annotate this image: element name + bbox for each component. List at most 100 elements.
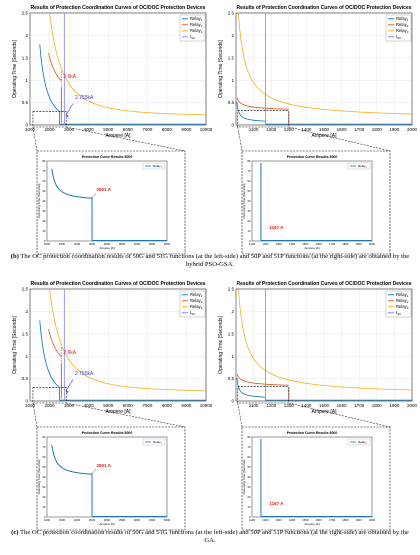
x-tick-label: 2000: [407, 127, 418, 132]
inset-x-tick: 1400: [289, 242, 296, 246]
y-axis-label: Operating Time [Seconds]: [12, 315, 18, 373]
x-tick-label: 6000: [123, 127, 134, 132]
x-axis-label: Ampere [A]: [105, 409, 131, 415]
x-tick-label: 9000: [181, 403, 192, 408]
y-tick-label: 0: [25, 399, 28, 404]
inset-x-tick: 4500: [149, 518, 156, 522]
legend-sub: SC: [397, 312, 402, 316]
x-tick-label: 1700: [354, 403, 365, 408]
x-tick-label: 1300: [284, 127, 295, 132]
inset-y-tick: 30: [247, 209, 251, 213]
inset-y-tick: 10: [42, 229, 46, 233]
relay3-curve: [49, 13, 206, 116]
legend-entry: ISC: [190, 310, 196, 316]
inset-x-tick: 1400: [289, 518, 296, 522]
relay1-curve: [236, 377, 266, 398]
inset-x-tick: 3500: [119, 518, 126, 522]
x-tick-label: 10000: [200, 127, 213, 132]
legend-name: Relay: [396, 28, 408, 33]
inset-x-tick: 1700: [329, 242, 336, 246]
inset-x-tick: 1300: [276, 518, 283, 522]
legend-box: [179, 290, 206, 318]
inset-legend-box: [142, 162, 166, 170]
inset-y-tick: 80: [42, 159, 46, 163]
x-axis-label: Ampere [A]: [311, 409, 337, 415]
x-tick-label: 6000: [123, 403, 134, 408]
y-tick-label: 0.5: [228, 376, 235, 381]
y-tick-label: 1.5: [228, 331, 235, 336]
plot-area: [39, 13, 206, 125]
x-tick-label: 2000: [407, 403, 418, 408]
legend-entry: ISC: [396, 310, 402, 316]
x-axis-label: Ampere [A]: [311, 133, 337, 139]
x-tick-label: 8000: [162, 403, 173, 408]
y-tick-label: 2: [25, 33, 28, 38]
inset-annot-arrow: [92, 468, 97, 474]
plot-frame: [235, 288, 413, 402]
x-tick-label: 1600: [337, 127, 348, 132]
inset-frame: [251, 436, 373, 518]
y-tick-label: 0.5: [228, 100, 235, 105]
inset-x-label: Ampere [A]: [304, 522, 319, 526]
legend-name: Relay: [396, 298, 408, 303]
x-tick-label: 7000: [142, 127, 153, 132]
inset-y-tick: 50: [42, 189, 46, 193]
x-tick-label: 9000: [181, 127, 192, 132]
caption-b: (b) The OC protection coordination resul…: [10, 253, 410, 269]
x-tick-label: 1200: [266, 127, 277, 132]
inset-y-tick: 0: [249, 515, 251, 519]
annot-2-6kA: 2.6kA: [63, 74, 76, 80]
y-tick-label: 1: [25, 78, 28, 83]
legend-entry: ISC: [190, 34, 196, 40]
inset-y-tick: 80: [42, 435, 46, 439]
inset-x-label: Ampere [A]: [99, 246, 114, 250]
legend-sub: 1: [201, 18, 203, 22]
inset-title: Protection Curve Results 8000: [287, 431, 338, 435]
inset-y-tick: 70: [247, 169, 251, 173]
legend-sub: SC: [397, 36, 402, 40]
plot-area: [39, 289, 206, 401]
inset-y-tick: 10: [247, 229, 251, 233]
inset-legend-name: Relay: [358, 164, 366, 168]
inset-y-tick: 80: [247, 159, 251, 163]
y-tick-label: 0.5: [22, 376, 29, 381]
y-axis-label: Operating Time [Seconds]: [218, 315, 224, 373]
y-tick-label: 1: [231, 354, 234, 359]
x-tick-label: 5000: [103, 403, 114, 408]
inset-x-tick: 1500: [59, 518, 66, 522]
x-tick-label: 5000: [103, 127, 114, 132]
x-tick-label: 1800: [372, 403, 383, 408]
legend-name: I: [190, 34, 191, 39]
inset-x-tick: 1200: [262, 242, 269, 246]
y-tick-label: 1.5: [22, 55, 29, 60]
plot-frame: [29, 288, 207, 402]
inset-legend-label: Relay1: [358, 164, 368, 169]
inset-x-tick: 2000: [74, 242, 81, 246]
inset-x-tick: 1000: [44, 242, 51, 246]
inset-y-tick: 30: [42, 209, 46, 213]
inset-y-tick: 70: [247, 445, 251, 449]
inset-connector-right: [288, 402, 391, 428]
x-tick-label: 1500: [319, 127, 330, 132]
inset-y-tick: 70: [42, 445, 46, 449]
y-tick-label: 2.5: [22, 287, 29, 292]
inset-y-tick: 50: [247, 189, 251, 193]
x-tick-label: 1000: [25, 403, 36, 408]
legend-entry: Relay1: [190, 292, 203, 298]
inset-y-tick: 50: [247, 465, 251, 469]
legend-name: Relay: [190, 16, 202, 21]
x-tick-label: 1300: [284, 403, 295, 408]
annot-2-755kA: 2.755kA: [75, 371, 94, 377]
relay3-curve: [238, 289, 412, 391]
inset-x-label: Ampere [A]: [99, 522, 114, 526]
inset-y-tick: 10: [247, 505, 251, 509]
inset-y-tick: 60: [247, 455, 251, 459]
legend-name: Relay: [396, 22, 408, 27]
inset-curve: [51, 168, 93, 199]
y-tick-label: 0.5: [22, 100, 29, 105]
inset-y-tick: 40: [247, 475, 251, 479]
legend-entry: Relay2: [190, 298, 203, 304]
inset-x-tick: 1300: [276, 242, 283, 246]
legend-entry: Relay3: [396, 28, 409, 34]
